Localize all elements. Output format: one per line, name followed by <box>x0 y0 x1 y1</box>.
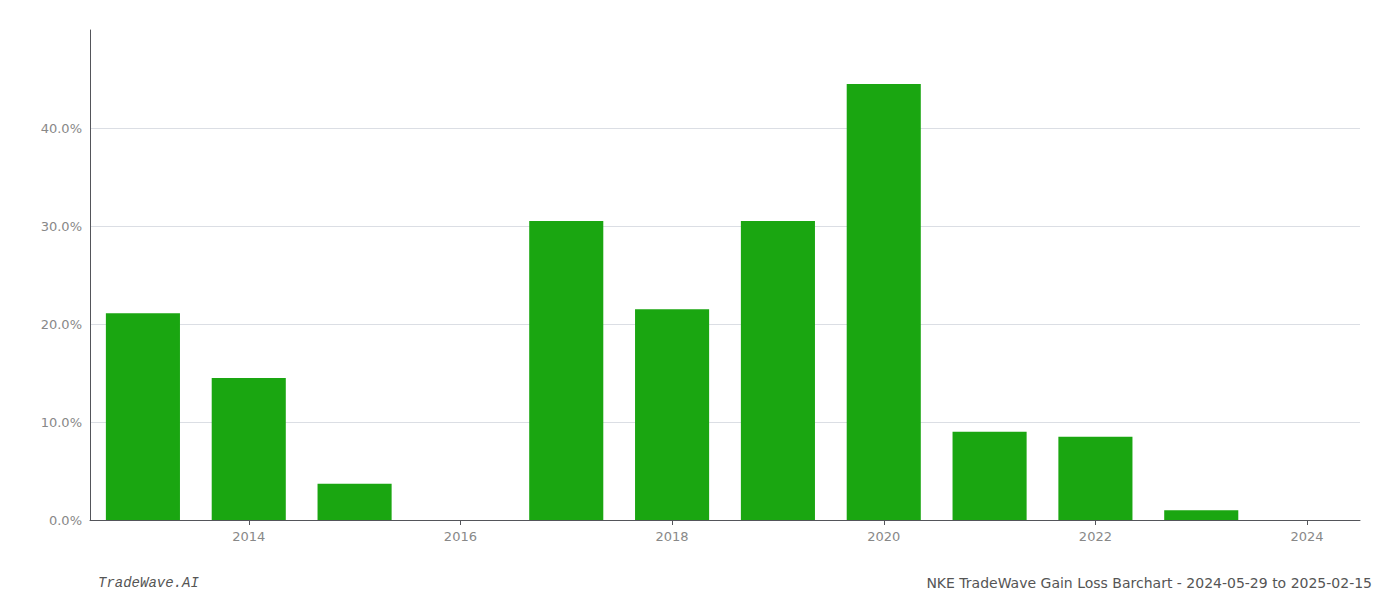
svg-text:0.0%: 0.0% <box>49 513 82 528</box>
svg-text:2024: 2024 <box>1291 529 1324 544</box>
svg-text:2022: 2022 <box>1079 529 1112 544</box>
svg-text:NKE TradeWave Gain Loss Barcha: NKE TradeWave Gain Loss Barchart - 2024-… <box>926 575 1372 591</box>
svg-text:20.0%: 20.0% <box>41 317 82 332</box>
svg-text:30.0%: 30.0% <box>41 219 82 234</box>
svg-text:2014: 2014 <box>232 529 265 544</box>
svg-text:2018: 2018 <box>656 529 689 544</box>
svg-text:TradeWave.AI: TradeWave.AI <box>98 575 199 591</box>
svg-text:2016: 2016 <box>444 529 477 544</box>
svg-text:10.0%: 10.0% <box>41 415 82 430</box>
svg-text:2020: 2020 <box>867 529 900 544</box>
svg-text:40.0%: 40.0% <box>41 121 82 136</box>
